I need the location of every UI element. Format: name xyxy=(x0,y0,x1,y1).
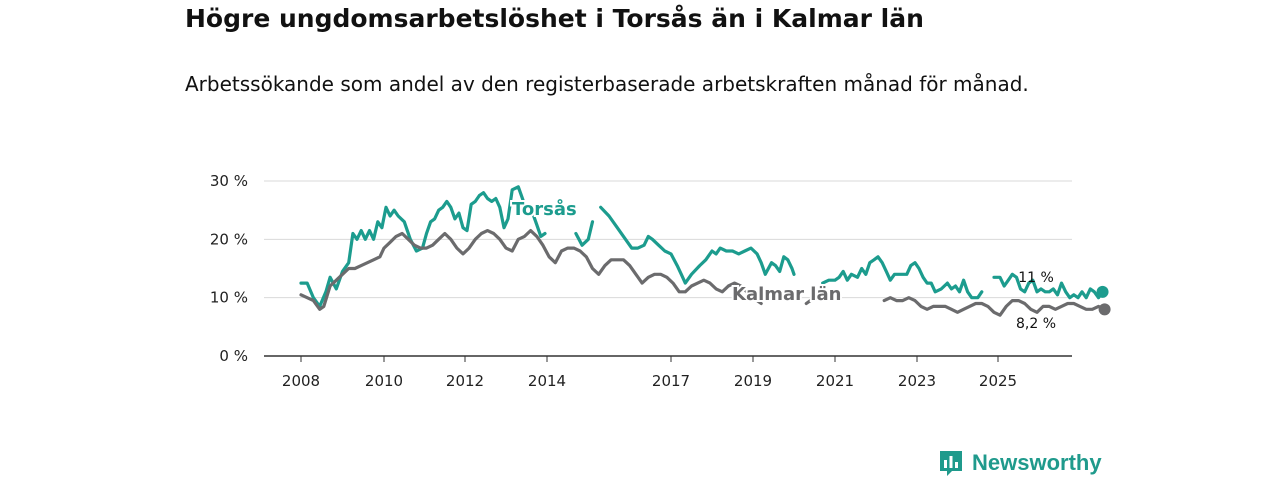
x-tick-label: 2017 xyxy=(652,372,690,390)
series-line-tors-s xyxy=(821,255,984,300)
grid-lines xyxy=(264,180,1072,299)
x-tick-label: 2010 xyxy=(365,372,403,390)
x-tick-label: 2025 xyxy=(979,372,1017,390)
chart-subtitle: Arbetssökande som andel av den registerb… xyxy=(185,72,1029,96)
chart-title: Högre ungdomsarbetslöshet i Torsås än i … xyxy=(185,4,924,33)
y-tick-label: 10 % xyxy=(210,289,248,307)
end-value-label: 8,2 % xyxy=(1016,316,1056,332)
y-tick-label: 0 % xyxy=(219,347,248,365)
x-tick-label: 2019 xyxy=(734,372,772,390)
x-tick-label: 2012 xyxy=(446,372,484,390)
series-line-kalmar-l-n xyxy=(299,229,763,311)
series-line-kalmar-l-n xyxy=(804,299,812,306)
x-tick-label: 2014 xyxy=(528,372,566,390)
series-label-torsas: Torsås xyxy=(512,198,577,220)
series-line-tors-s xyxy=(574,220,595,247)
y-tick-label: 30 % xyxy=(210,172,248,190)
axes: 0 % 10 % 20 % 30 % 2008 2010 2012 2014 2017 2019 2… xyxy=(210,172,1072,390)
end-value-label: 11 % xyxy=(1018,270,1054,286)
end-point-tors-s xyxy=(1096,285,1109,298)
end-point-kalmar-l-n xyxy=(1098,303,1111,316)
newsworthy-logo: Newsworthy xyxy=(938,448,1102,478)
x-tick-label: 2023 xyxy=(898,372,936,390)
x-tick-label: 2008 xyxy=(282,372,320,390)
series-line-tors-s xyxy=(299,185,547,308)
series-labels: Torsås 11 % Kalmar län 8,2 % xyxy=(510,196,1111,332)
brand-name: Newsworthy xyxy=(972,450,1102,475)
series-label-kalmar-lan: Kalmar län xyxy=(732,284,841,305)
newsworthy-bar-chart-icon xyxy=(940,451,962,476)
y-tick-label: 20 % xyxy=(210,230,248,248)
series-line-kalmar-l-n xyxy=(882,296,1107,317)
x-tick-label: 2021 xyxy=(816,372,854,390)
series-line-tors-s xyxy=(599,205,796,285)
series-line-tors-s xyxy=(992,272,1105,300)
series-lines xyxy=(299,185,1107,317)
